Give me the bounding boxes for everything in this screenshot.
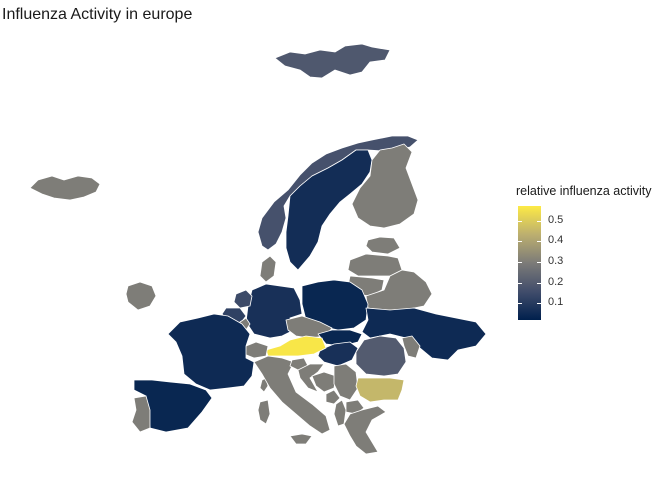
- region-slovakia[interactable]: [317, 329, 363, 347]
- legend-tick: [518, 220, 522, 222]
- region-sicily[interactable]: [289, 433, 313, 445]
- region-latvia[interactable]: [347, 253, 403, 277]
- region-greece[interactable]: [343, 405, 387, 455]
- legend-tick: [537, 241, 541, 243]
- legend: relative influenza activity 0.1 0.2 0.3 0.4…: [516, 184, 672, 320]
- region-ukraine[interactable]: [361, 307, 487, 361]
- legend-tick: [537, 303, 541, 305]
- region-hungary[interactable]: [317, 341, 359, 367]
- region-denmark[interactable]: [259, 255, 277, 283]
- region-bosnia[interactable]: [311, 371, 337, 393]
- region-bulgaria[interactable]: [355, 377, 405, 403]
- region-sardinia[interactable]: [257, 399, 271, 425]
- region-finland[interactable]: [351, 143, 419, 229]
- legend-tick: [518, 261, 522, 263]
- region-estonia[interactable]: [365, 236, 401, 255]
- region-sweden[interactable]: [285, 149, 373, 271]
- page-title: Influenza Activity in europe: [2, 6, 193, 23]
- region-italy[interactable]: [253, 355, 331, 435]
- legend-label: 0.3: [548, 254, 564, 267]
- legend-title: relative influenza activity: [516, 184, 652, 198]
- region-netherlands[interactable]: [233, 289, 253, 309]
- region-serbia[interactable]: [333, 363, 359, 401]
- legend-label: 0.1: [548, 296, 564, 309]
- region-moldova[interactable]: [401, 335, 421, 359]
- region-albania[interactable]: [333, 399, 347, 427]
- legend-tick: [537, 220, 541, 222]
- region-portugal[interactable]: [131, 395, 151, 433]
- region-ireland[interactable]: [125, 281, 157, 311]
- legend-colorbar: [518, 206, 541, 320]
- legend-tick: [537, 261, 541, 263]
- region-switzerland[interactable]: [243, 341, 269, 359]
- legend-tick: [518, 282, 522, 284]
- legend-label: 0.5: [548, 213, 564, 226]
- legend-tick: [537, 282, 541, 284]
- legend-tick: [518, 303, 522, 305]
- legend-tick: [518, 241, 522, 243]
- region-croatia[interactable]: [297, 363, 325, 393]
- region-svalbard[interactable]: [274, 43, 391, 79]
- region-austria[interactable]: [265, 335, 327, 357]
- region-montenegro[interactable]: [325, 389, 341, 405]
- region-romania[interactable]: [355, 335, 407, 377]
- legend-label: 0.2: [548, 275, 564, 288]
- region-france[interactable]: [167, 313, 255, 391]
- legend-label: 0.4: [548, 234, 564, 247]
- region-iceland[interactable]: [29, 175, 101, 201]
